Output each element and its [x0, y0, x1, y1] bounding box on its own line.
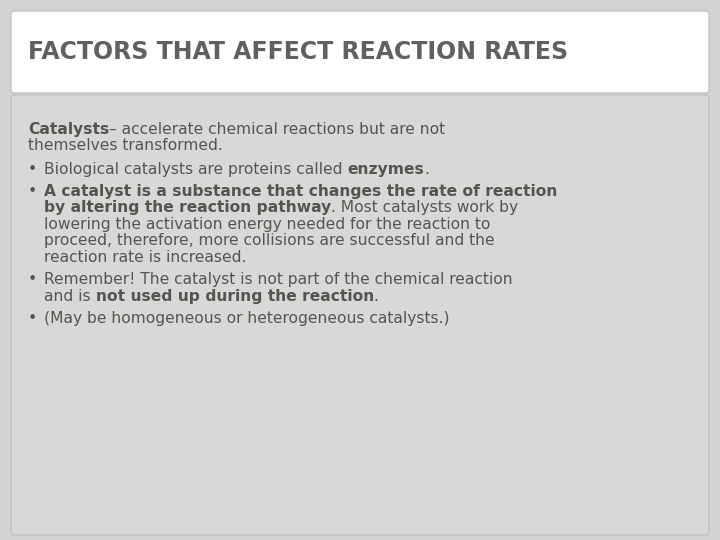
Text: and is: and is — [44, 289, 96, 303]
Text: FACTORS THAT AFFECT REACTION RATES: FACTORS THAT AFFECT REACTION RATES — [28, 40, 568, 64]
Text: .: . — [374, 289, 379, 303]
Text: •: • — [28, 272, 37, 287]
Text: (May be homogeneous or heterogeneous catalysts.): (May be homogeneous or heterogeneous cat… — [44, 311, 449, 326]
Text: themselves transformed.: themselves transformed. — [28, 138, 222, 153]
FancyBboxPatch shape — [11, 95, 709, 535]
Text: Remember! The catalyst is not part of the chemical reaction: Remember! The catalyst is not part of th… — [44, 272, 513, 287]
Text: •: • — [28, 311, 37, 326]
Text: A catalyst is a substance that changes the rate of reaction: A catalyst is a substance that changes t… — [44, 184, 557, 199]
Text: •: • — [28, 161, 37, 177]
Text: Catalysts: Catalysts — [28, 122, 109, 137]
Text: .: . — [424, 161, 429, 177]
Text: Biological catalysts are proteins called: Biological catalysts are proteins called — [44, 161, 347, 177]
Text: proceed, therefore, more collisions are successful and the: proceed, therefore, more collisions are … — [44, 233, 495, 248]
Text: by altering the reaction pathway: by altering the reaction pathway — [44, 200, 331, 215]
Text: enzymes: enzymes — [347, 161, 424, 177]
Text: . Most catalysts work by: . Most catalysts work by — [331, 200, 518, 215]
Text: – accelerate chemical reactions but are not: – accelerate chemical reactions but are … — [109, 122, 446, 137]
Text: reaction rate is increased.: reaction rate is increased. — [44, 250, 246, 265]
FancyBboxPatch shape — [11, 11, 709, 93]
Text: not used up during the reaction: not used up during the reaction — [96, 289, 374, 303]
Text: •: • — [28, 184, 37, 199]
Text: lowering the activation energy needed for the reaction to: lowering the activation energy needed fo… — [44, 217, 490, 232]
